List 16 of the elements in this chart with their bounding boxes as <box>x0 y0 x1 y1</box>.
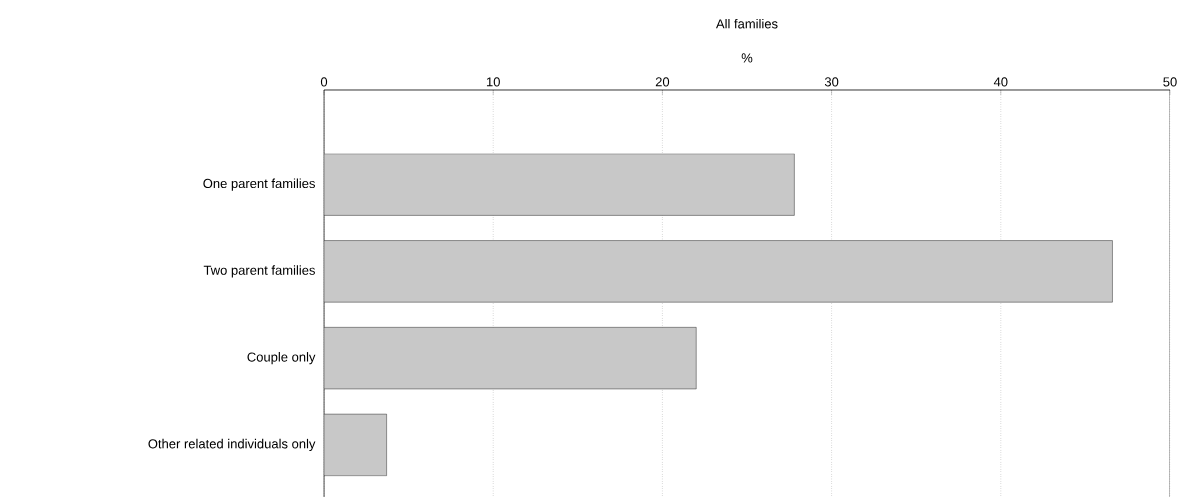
x-tick-label: 30 <box>824 77 839 87</box>
y-tick-label: One parent families <box>203 178 315 191</box>
x-tick-label: 10 <box>486 77 500 87</box>
bar <box>324 240 1113 303</box>
y-tick-label: Two parent families <box>203 265 315 278</box>
x-axis-title: % <box>741 53 753 63</box>
x-tick-label: 0 <box>320 77 328 87</box>
chart-title: All families <box>715 18 778 29</box>
x-tick-label: 50 <box>1163 77 1177 87</box>
x-tick-label: 20 <box>655 77 670 87</box>
bar <box>324 153 795 216</box>
bar <box>324 413 387 476</box>
bar <box>324 327 697 390</box>
y-tick-label: Other related individuals only <box>148 438 316 451</box>
y-tick-label: Couple only <box>247 352 316 365</box>
x-tick-label: 40 <box>993 77 1008 87</box>
